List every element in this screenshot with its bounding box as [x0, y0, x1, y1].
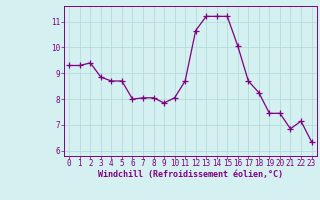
X-axis label: Windchill (Refroidissement éolien,°C): Windchill (Refroidissement éolien,°C): [98, 170, 283, 179]
